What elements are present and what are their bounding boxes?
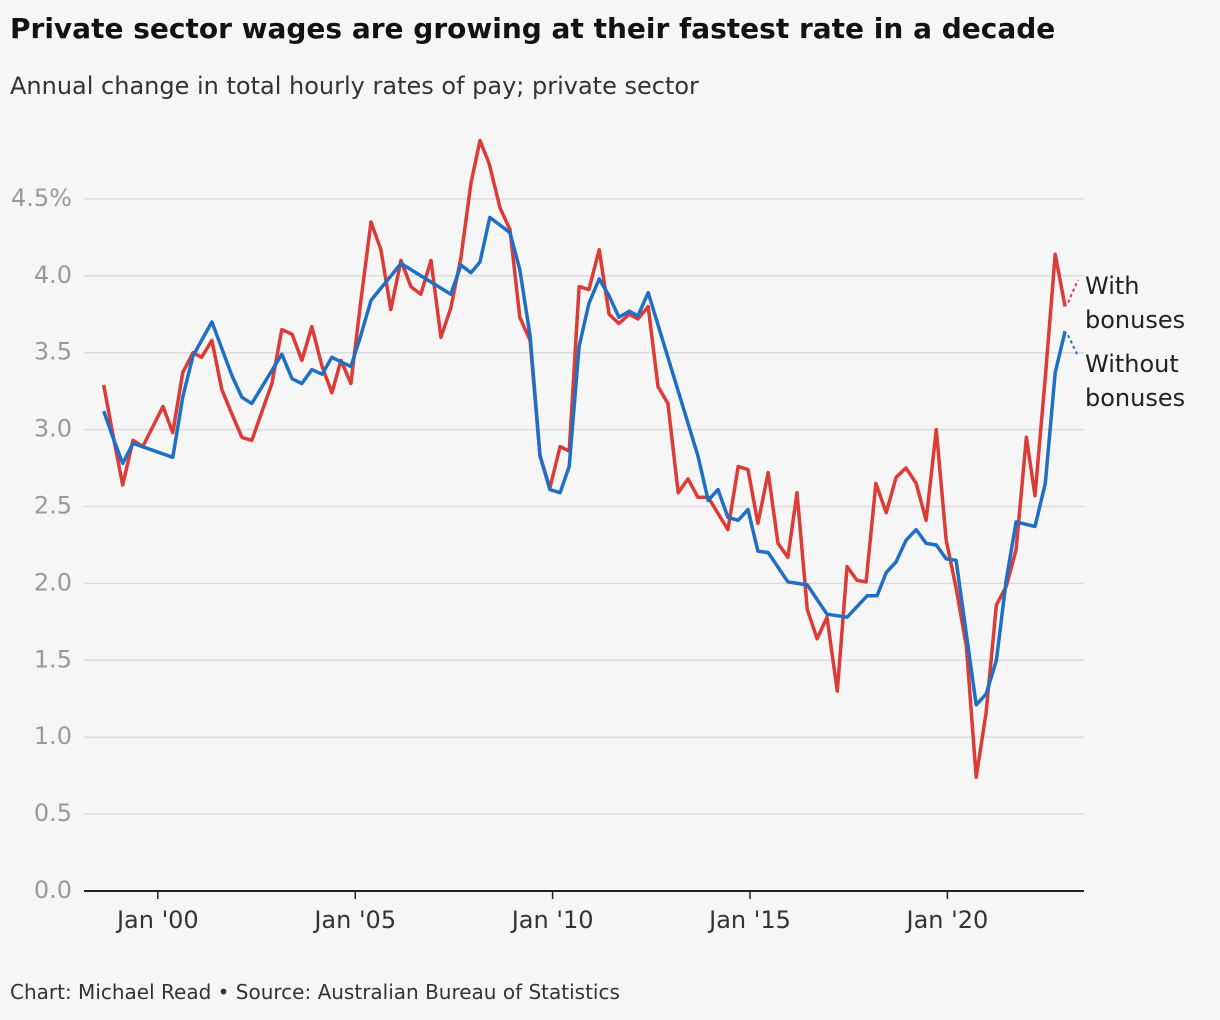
legend-connector — [1067, 279, 1079, 303]
x-tick-label: Jan '00 — [115, 906, 199, 934]
x-tick-label: Jan '10 — [510, 906, 594, 934]
y-tick-label: 3.0 — [34, 415, 72, 443]
x-tick-label: Jan '15 — [707, 906, 791, 934]
y-tick-label: 2.0 — [34, 568, 72, 596]
y-tick-label: 0.5 — [34, 799, 72, 827]
y-tick-label: 4.0 — [34, 261, 72, 289]
y-tick-label: 1.0 — [34, 722, 72, 750]
y-tick-label: 3.5 — [34, 338, 72, 366]
chart-footer: Chart: Michael Read • Source: Australian… — [10, 980, 620, 1004]
chart-subtitle: Annual change in total hourly rates of p… — [10, 72, 699, 100]
x-tick-label: Jan '05 — [312, 906, 396, 934]
legend-connector — [1067, 334, 1079, 357]
y-tick-label: 2.5 — [34, 492, 72, 520]
series-line — [102, 215, 1067, 707]
legend-label: Without bonuses — [1085, 350, 1186, 412]
series-line — [101, 138, 1067, 779]
y-tick-label: 1.5 — [34, 645, 72, 673]
x-tick-label: Jan '20 — [905, 906, 989, 934]
chart-title: Private sector wages are growing at thei… — [10, 12, 1056, 45]
y-tick-label: 4.5% — [11, 184, 72, 212]
y-tick-label: 0.0 — [34, 876, 72, 904]
legend-label: With bonuses — [1085, 272, 1186, 334]
